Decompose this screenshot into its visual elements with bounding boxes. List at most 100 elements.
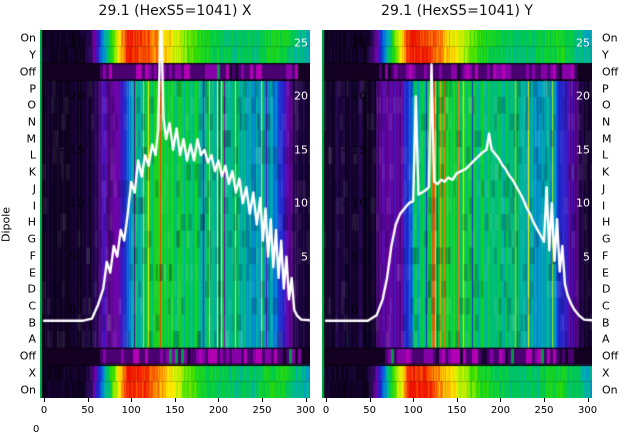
inner-scale-tick: - 0: [342, 303, 360, 317]
x-tick-label: 50: [363, 405, 376, 416]
row-label-left: G: [27, 232, 36, 246]
x-tick-label: 50: [81, 405, 94, 416]
plot-y-title: 29.1 (HexS5=1041) Y: [381, 3, 533, 19]
row-label-left: Y: [29, 48, 36, 62]
row-label-left: On: [20, 31, 36, 45]
row-label-right: On: [602, 383, 618, 397]
row-label-left: F: [29, 249, 36, 263]
inner-scale-tick-right: 15: [294, 143, 308, 157]
row-label-left: X: [28, 366, 36, 380]
row-label-left: P: [29, 82, 36, 96]
inner-scale-tick: - 0: [60, 303, 78, 317]
row-label-right: On: [602, 31, 618, 45]
inner-scale-tick-right: 5: [583, 250, 590, 264]
corner-zero-label: 0: [33, 424, 40, 435]
row-label-right: O: [602, 98, 611, 112]
x-tick-mark: [413, 398, 415, 402]
inner-scale-tick-right: 10: [576, 196, 590, 210]
row-label-left: A: [28, 332, 36, 346]
row-label-left: N: [27, 115, 36, 129]
inner-scale-tick-right: 20: [294, 89, 308, 103]
inner-scale-tick-right: 25: [294, 36, 308, 50]
row-label-left: B: [28, 316, 36, 330]
x-tick-mark: [305, 398, 307, 402]
row-label-right: G: [602, 232, 611, 246]
plot-x-title: 29.1 (HexS5=1041) X: [98, 3, 252, 19]
x-tick-label: 0: [322, 405, 330, 416]
row-label-right: L: [602, 148, 609, 162]
row-label-right: D: [602, 282, 611, 296]
inner-scale-tick: - 5: [60, 250, 78, 264]
row-label-left: Off: [19, 349, 36, 363]
row-label-right: J: [602, 182, 606, 196]
x-tick-mark: [44, 398, 45, 402]
row-label-right: Off: [602, 349, 619, 363]
inner-scale-tick: - 25: [342, 36, 368, 50]
row-label-left: I: [32, 199, 36, 213]
row-label-right: F: [602, 249, 609, 263]
row-label-right: C: [602, 299, 610, 313]
row-label-left: J: [32, 182, 36, 196]
inner-scale-tick-right: 20: [576, 89, 590, 103]
row-label-right: N: [602, 115, 611, 129]
row-label-right: M: [602, 132, 612, 146]
row-label-left: Off: [19, 65, 36, 79]
row-label-left: D: [27, 282, 36, 296]
x-tick-label: 100: [403, 405, 423, 416]
x-tick-mark: [131, 398, 133, 402]
row-label-left: L: [29, 148, 36, 162]
row-label-left: H: [27, 215, 36, 229]
row-label-right: H: [602, 215, 611, 229]
x-tick-mark: [218, 398, 220, 402]
inner-scale-tick: - 25: [60, 36, 86, 50]
row-label-left: O: [27, 98, 36, 112]
row-label-right: K: [602, 165, 610, 179]
x-tick-mark: [174, 398, 176, 402]
x-tick-label: 200: [490, 405, 510, 416]
row-label-right: A: [602, 332, 610, 346]
x-tick-label: 150: [447, 405, 467, 416]
inner-scale-tick: - 20: [60, 89, 86, 103]
heatmap-x: [40, 30, 310, 398]
x-tick-mark: [456, 398, 458, 402]
x-tick-label: 300: [578, 405, 598, 416]
row-label-left: K: [28, 165, 36, 179]
inner-scale-tick: - 10: [342, 196, 368, 210]
x-tick-label: 0: [40, 405, 48, 416]
row-label-left: On: [20, 383, 36, 397]
row-label-right: I: [602, 199, 606, 213]
x-tick-mark: [87, 398, 89, 402]
inner-scale-tick-right: 10: [294, 196, 308, 210]
inner-scale-tick: - 10: [60, 196, 86, 210]
x-tick-mark: [587, 398, 589, 402]
row-label-right: Off: [602, 65, 619, 79]
inner-scale-tick-right: 5: [301, 250, 308, 264]
x-tick-label: 100: [121, 405, 141, 416]
x-tick-label: 250: [252, 405, 272, 416]
x-tick-label: 200: [208, 405, 228, 416]
x-tick-label: 150: [165, 405, 185, 416]
x-tick-mark: [544, 398, 545, 402]
row-label-right: E: [602, 266, 609, 280]
inner-scale-tick: - 5: [342, 250, 360, 264]
inner-scale-tick: - 15: [60, 143, 86, 157]
row-label-left: E: [29, 266, 36, 280]
x-tick-label: 250: [534, 405, 554, 416]
x-tick-mark: [369, 398, 371, 402]
inner-scale-tick-right: 25: [576, 36, 590, 50]
row-label-left: C: [28, 299, 36, 313]
x-tick-mark: [500, 398, 502, 402]
inner-scale-tick: - 15: [342, 143, 368, 157]
row-label-right: X: [602, 366, 610, 380]
x-tick-mark: [262, 398, 263, 402]
inner-scale-tick: - 20: [342, 89, 368, 103]
x-tick-mark: [326, 398, 327, 402]
heatmap-y: [322, 30, 592, 398]
row-label-right: B: [602, 316, 610, 330]
row-label-left: M: [26, 132, 37, 146]
inner-scale-tick-right: 15: [576, 143, 590, 157]
row-label-right: P: [602, 82, 609, 96]
x-tick-label: 300: [296, 405, 316, 416]
row-label-right: Y: [602, 48, 609, 62]
